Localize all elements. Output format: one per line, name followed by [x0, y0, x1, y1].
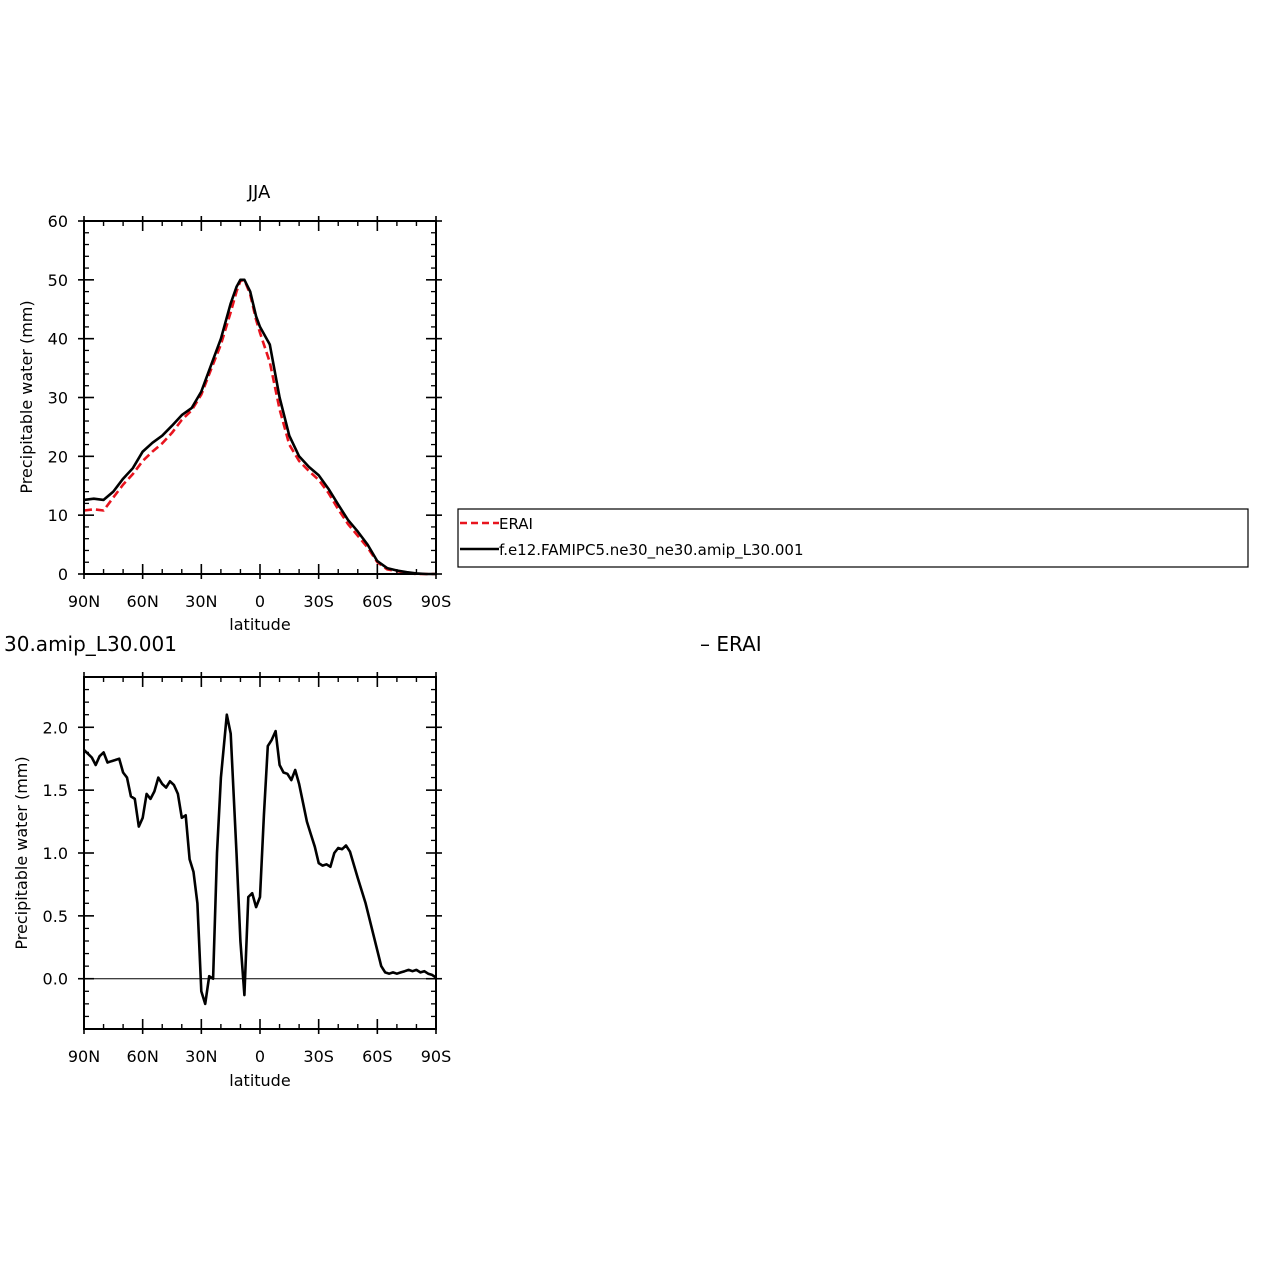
y-tick-label: 20	[48, 447, 68, 466]
legend-box	[457, 508, 1249, 568]
top-plot-frame	[83, 220, 437, 575]
y-tick-label: 1.0	[43, 844, 68, 863]
x-tick-label: 30N	[185, 1047, 217, 1066]
x-tick-label: 90S	[421, 1047, 452, 1066]
y-tick-label: 0	[58, 565, 68, 584]
x-tick-label: 60S	[362, 1047, 393, 1066]
top-y-axis-label: Precipitable water (mm)	[17, 300, 36, 493]
bottom-chart-title-right: – ERAI	[700, 632, 762, 656]
x-tick-label: 30N	[185, 592, 217, 611]
legend: ERAI f.e12.FAMIPC5.ne30_ne30.amip_L30.00…	[457, 508, 1249, 568]
y-tick-label: 50	[48, 271, 68, 290]
y-tick-label: 1.5	[43, 781, 68, 800]
top-series-model-line	[83, 278, 436, 576]
y-tick-label: 0.0	[43, 970, 68, 989]
bottom-chart-title-left: 30.amip_L30.001	[4, 632, 177, 656]
bottom-x-axis-label: latitude	[229, 1071, 290, 1090]
x-tick-label: 90S	[421, 592, 452, 611]
x-tick-label: 0	[255, 592, 265, 611]
x-tick-label: 60N	[127, 592, 159, 611]
bottom-y-axis-label: Precipitable water (mm)	[12, 756, 31, 949]
y-tick-label: 30	[48, 389, 68, 408]
bottom-series-difference-line	[83, 713, 437, 1006]
top-chart-title: JJA	[247, 182, 271, 203]
y-tick-label: 40	[48, 330, 68, 349]
x-tick-label: 30S	[303, 592, 334, 611]
top-x-axis-label: latitude	[229, 615, 290, 634]
top-panel: JJA 90N 60N 30N 0 30S 60S 90S 0 10 20 30 40 50 60 la…	[17, 182, 451, 634]
y-tick-label: 10	[48, 506, 68, 525]
legend-entry-model: f.e12.FAMIPC5.ne30_ne30.amip_L30.001	[499, 541, 804, 560]
legend-entry-erai: ERAI	[499, 515, 533, 533]
bottom-panel: 30.amip_L30.001 – ERAI 90N 60N 30N 0 30S 60S 9…	[4, 632, 762, 1090]
x-tick-label: 0	[255, 1047, 265, 1066]
bottom-plot-frame	[83, 676, 437, 1030]
y-tick-label: 60	[48, 212, 68, 231]
x-tick-label: 90N	[68, 1047, 100, 1066]
y-tick-label: 2.0	[43, 718, 68, 737]
x-tick-label: 60S	[362, 592, 393, 611]
x-tick-label: 60N	[127, 1047, 159, 1066]
x-tick-label: 90N	[68, 592, 100, 611]
y-tick-label: 0.5	[43, 907, 68, 926]
x-tick-label: 30S	[303, 1047, 334, 1066]
